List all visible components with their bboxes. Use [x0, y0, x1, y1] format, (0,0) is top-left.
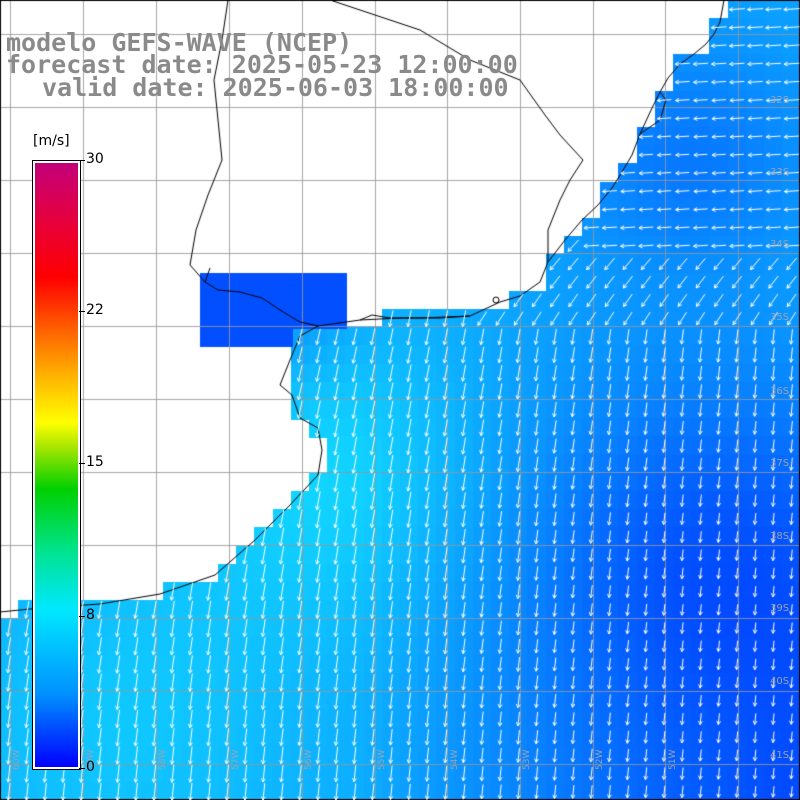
colorbar-tick-mark: [79, 616, 85, 617]
lon-label: 58W: [158, 749, 168, 770]
lat-label: 34S: [770, 239, 790, 250]
map-title-forecast-date: forecast date: 2025-05-23 12:00:00: [6, 50, 518, 79]
colorbar-tick-mark: [79, 160, 85, 161]
colorbar-tick-label: 0: [86, 759, 95, 775]
lon-label: 55W: [377, 749, 387, 770]
colorbar-tick-label: 22: [86, 302, 104, 318]
colorbar-box: [32, 160, 81, 770]
lon-label: 57W: [231, 749, 241, 770]
lon-label: 51W: [668, 749, 678, 770]
colorbar-tick-mark: [79, 768, 85, 769]
colorbar-tick-label: 15: [86, 454, 104, 470]
lat-label: 35S: [770, 312, 790, 323]
lat-label: 41S: [770, 750, 790, 761]
lon-label: 52W: [595, 749, 605, 770]
lon-label: 53W: [522, 749, 532, 770]
lat-label: 36S: [770, 386, 790, 397]
colorbar-tick-mark: [79, 463, 85, 464]
lat-label: 33S: [770, 167, 790, 178]
colorbar-tick-label: 30: [86, 151, 104, 167]
lon-label: 56W: [304, 749, 314, 770]
lat-label: 39S: [770, 603, 790, 614]
lon-label: 54W: [450, 749, 460, 770]
map-title-valid-date: valid date: 2025-06-03 18:00:00: [42, 73, 509, 102]
lat-label: 37S: [770, 458, 790, 469]
colorbar-unit-label: [m/s]: [33, 133, 70, 149]
colorbar-gradient: [35, 163, 78, 767]
lat-label: 32S: [770, 95, 790, 106]
lat-label: 38S: [770, 531, 790, 542]
colorbar-tick-mark: [79, 311, 85, 312]
lon-label: 60W: [12, 749, 22, 770]
map-title-model: modelo GEFS-WAVE (NCEP): [6, 28, 353, 57]
lat-label: 40S: [770, 676, 790, 687]
colorbar-tick-label: 8: [86, 607, 95, 623]
